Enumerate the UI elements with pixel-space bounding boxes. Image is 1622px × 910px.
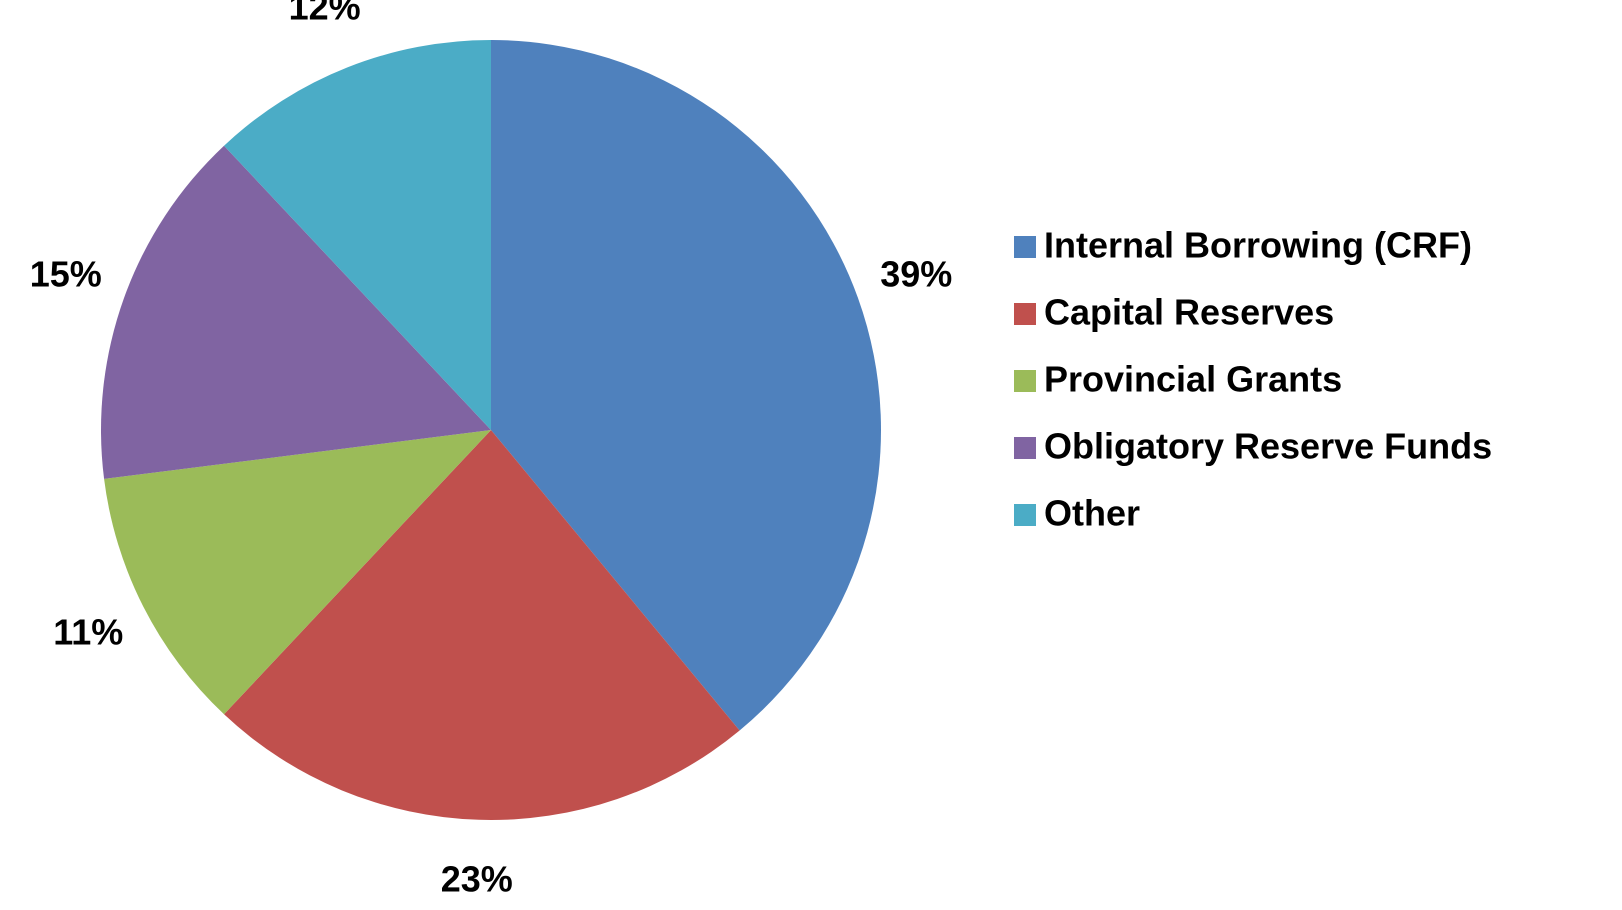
data-label: 15% (30, 253, 102, 294)
legend-swatch (1014, 303, 1036, 325)
pie-slice (224, 430, 740, 821)
legend-label: Internal Borrowing (CRF) (1044, 225, 1472, 266)
data-label: 12% (289, 0, 361, 27)
legend-label: Obligatory Reserve Funds (1044, 426, 1492, 467)
legend-swatch (1014, 370, 1036, 392)
pie-slice (100, 145, 491, 479)
legend-label: Other (1044, 493, 1140, 534)
legend-label: Provincial Grants (1044, 359, 1342, 400)
pie-slice (104, 430, 492, 715)
legend-swatch (1014, 236, 1036, 258)
pie-slice (224, 40, 492, 430)
data-label: 23% (441, 858, 513, 899)
pie-slice (491, 40, 881, 731)
legend-label: Capital Reserves (1044, 292, 1334, 333)
legend-swatch (1014, 437, 1036, 459)
legend-swatch (1014, 504, 1036, 526)
data-label: 11% (53, 612, 123, 653)
data-label: 39% (880, 253, 952, 294)
